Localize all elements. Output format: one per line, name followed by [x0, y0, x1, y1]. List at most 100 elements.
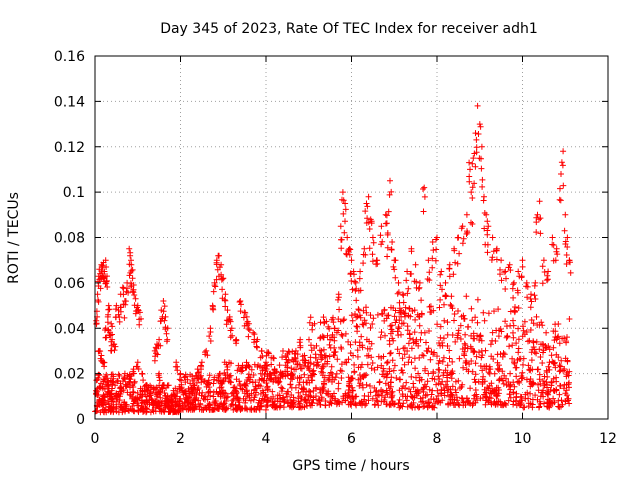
- data-point: [214, 377, 220, 384]
- data-point: [221, 296, 228, 303]
- x-tick-label: 8: [433, 431, 442, 447]
- data-point: [475, 131, 482, 137]
- data-point: [154, 351, 161, 358]
- data-point: [302, 396, 309, 403]
- data-point: [361, 392, 368, 399]
- data-point: [99, 385, 106, 392]
- data-point: [521, 404, 528, 411]
- data-point: [245, 333, 252, 340]
- data-point: [463, 231, 470, 237]
- data-point: [534, 211, 541, 218]
- data-point: [536, 404, 542, 411]
- data-point: [427, 356, 434, 363]
- data-point: [420, 352, 427, 359]
- data-point: [537, 380, 544, 387]
- data-point: [309, 377, 316, 384]
- data-point: [364, 352, 370, 359]
- data-point: [312, 354, 319, 361]
- data-point: [115, 377, 121, 384]
- data-point: [330, 352, 337, 359]
- data-point: [92, 408, 99, 415]
- data-point: [434, 387, 441, 394]
- data-point: [236, 399, 243, 406]
- data-point: [408, 359, 415, 366]
- data-point: [480, 309, 487, 316]
- data-point: [484, 218, 491, 225]
- data-point: [219, 275, 226, 282]
- data-point: [428, 391, 435, 398]
- data-point: [224, 307, 231, 314]
- data-point: [289, 404, 295, 411]
- data-point: [143, 408, 150, 415]
- data-point: [399, 403, 406, 410]
- data-point: [342, 206, 349, 213]
- data-point: [463, 366, 470, 373]
- data-point: [246, 327, 253, 334]
- data-point: [466, 159, 473, 166]
- data-point: [531, 292, 538, 299]
- data-point: [331, 349, 338, 356]
- data-point: [434, 353, 440, 360]
- data-point: [244, 377, 251, 383]
- data-point: [537, 215, 544, 222]
- data-point: [221, 400, 228, 407]
- data-point: [362, 208, 369, 215]
- data-point: [126, 375, 133, 382]
- data-point: [551, 399, 558, 406]
- data-point: [429, 239, 436, 245]
- data-point: [384, 391, 391, 398]
- data-point: [553, 374, 560, 381]
- data-point: [489, 254, 496, 261]
- data-point: [425, 257, 432, 264]
- data-point: [251, 331, 258, 338]
- data-point: [99, 262, 106, 269]
- data-point: [506, 343, 513, 350]
- data-point: [342, 218, 348, 225]
- data-point: [472, 371, 479, 378]
- data-point: [196, 406, 203, 413]
- data-point: [294, 361, 301, 368]
- data-point: [116, 314, 123, 320]
- data-point: [537, 354, 544, 360]
- data-point: [335, 296, 341, 303]
- data-point: [152, 408, 159, 415]
- data-point: [173, 401, 180, 408]
- data-point: [469, 400, 476, 407]
- data-point: [355, 287, 362, 294]
- data-point: [557, 382, 563, 389]
- data-point: [104, 379, 111, 386]
- data-point: [476, 337, 483, 343]
- data-point: [552, 321, 559, 328]
- data-point: [222, 390, 229, 397]
- data-point: [321, 360, 328, 367]
- data-point: [120, 291, 127, 298]
- data-point: [99, 359, 106, 366]
- data-point: [169, 399, 176, 405]
- data-point: [348, 312, 355, 319]
- data-point: [491, 308, 497, 315]
- data-point: [481, 317, 488, 324]
- data-point: [441, 387, 448, 394]
- data-point: [115, 371, 122, 378]
- data-point: [117, 404, 124, 411]
- data-point: [479, 176, 486, 183]
- data-point: [343, 359, 350, 366]
- data-point: [543, 367, 550, 374]
- data-point: [426, 269, 433, 276]
- data-point: [546, 397, 553, 404]
- data-point: [533, 350, 540, 357]
- data-point: [404, 348, 411, 354]
- data-point: [435, 392, 442, 399]
- data-point: [327, 344, 334, 351]
- data-point: [524, 294, 531, 301]
- data-point: [478, 337, 485, 344]
- data-point: [284, 359, 291, 366]
- data-point: [483, 211, 490, 218]
- data-point: [403, 379, 410, 386]
- data-point: [418, 297, 425, 304]
- data-point: [342, 330, 349, 337]
- data-point: [181, 374, 188, 381]
- data-point: [238, 385, 244, 392]
- data-point: [437, 296, 444, 303]
- data-point: [312, 384, 319, 391]
